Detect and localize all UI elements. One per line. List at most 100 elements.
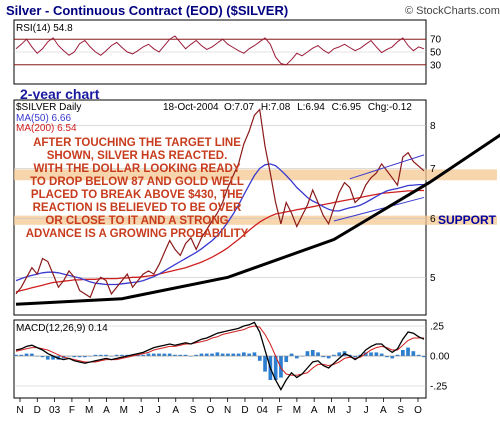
macd-histogram-bar bbox=[363, 352, 368, 356]
ma50-line bbox=[15, 163, 424, 286]
macd-histogram-bar bbox=[337, 352, 342, 356]
macd-histogram-bar bbox=[422, 356, 426, 358]
macd-histogram-bar bbox=[321, 356, 326, 358]
macd-histogram-bar bbox=[114, 354, 119, 356]
macd-histogram-bar bbox=[167, 353, 172, 356]
macd-histogram-bar bbox=[284, 356, 289, 362]
macd-line bbox=[15, 321, 425, 391]
x-tick-label: M bbox=[327, 405, 335, 416]
macd-histogram-bar bbox=[136, 354, 140, 356]
annotation-line: OR CLOSE TO IT AND A STRONG bbox=[45, 215, 228, 227]
macd-histogram-bar bbox=[379, 353, 384, 356]
price-panel: 8 7 6 5 $SILVER Daily 18-Oct-2004 O:7.07 H:… bbox=[13, 99, 500, 316]
x-tick-label: 03 bbox=[49, 405, 61, 416]
macd-histogram-bar bbox=[316, 352, 320, 356]
price-tick-label: 5 bbox=[430, 273, 436, 284]
macd-histogram-bar bbox=[14, 354, 18, 356]
price-line bbox=[15, 108, 425, 299]
ma50-legend: MA(50) 6.66 bbox=[16, 113, 71, 124]
macd-histogram-bar bbox=[305, 351, 310, 356]
macd-histogram-bar bbox=[151, 353, 156, 356]
macd-histogram-bar bbox=[236, 353, 241, 356]
macd-histogram-bar bbox=[310, 350, 315, 356]
annotation-line: ADVANCE IS A GROWING PROBABILITY bbox=[26, 228, 249, 240]
x-tick-label: O bbox=[206, 405, 214, 416]
x-tick-label: N bbox=[224, 405, 231, 416]
x-tick-label: M bbox=[85, 405, 93, 416]
x-axis: N D 03 F M A M J J A S O N D 04 F M A M J J A S O bbox=[16, 398, 422, 416]
support-trendline bbox=[15, 133, 500, 306]
macd-histogram-bar bbox=[289, 353, 294, 356]
rsi-line bbox=[15, 35, 425, 66]
macd-histogram-bar bbox=[226, 353, 230, 356]
x-tick-label: J bbox=[156, 405, 161, 416]
macd-histogram-bar bbox=[369, 352, 373, 356]
macd-histogram-bar bbox=[146, 353, 151, 356]
macd-histogram-bar bbox=[141, 354, 145, 356]
rsi-tick-label: 30 bbox=[430, 60, 442, 71]
macd-histogram-bar bbox=[183, 354, 188, 356]
x-tick-label: J bbox=[346, 405, 351, 416]
annotation-line: REACTION IS BELIEVED TO BE OVER bbox=[33, 202, 242, 214]
signal-line bbox=[15, 325, 424, 376]
macd-histogram-bar bbox=[242, 352, 246, 356]
macd-histogram-bar bbox=[178, 354, 183, 356]
macd-histogram-bar bbox=[194, 354, 198, 356]
macd-histogram-bar bbox=[390, 356, 395, 359]
macd-histogram-bar bbox=[295, 356, 299, 359]
macd-histogram-bar bbox=[416, 354, 421, 356]
macd-histogram-bar bbox=[374, 352, 379, 356]
date-label: 18-Oct-2004 bbox=[163, 102, 219, 113]
annotation-line: WITH THE DOLLAR LOOKING READY bbox=[34, 163, 241, 175]
x-tick-label: S bbox=[190, 405, 197, 416]
macd-histogram-bar bbox=[247, 353, 251, 356]
macd-histogram-bar bbox=[98, 354, 103, 356]
high-value: H:7.08 bbox=[261, 102, 291, 113]
macd-histogram-bar bbox=[204, 353, 209, 356]
macd-histogram-bar bbox=[77, 356, 82, 358]
macd-label: MACD(12,26,9) 0.14 bbox=[16, 323, 108, 334]
open-value: O:7.07 bbox=[224, 102, 254, 113]
x-tick-label: S bbox=[397, 405, 404, 416]
price-tick-label: 7 bbox=[430, 164, 436, 175]
x-tick-label: A bbox=[311, 405, 318, 416]
macd-histogram-bar bbox=[93, 354, 98, 356]
macd-histogram-bar bbox=[231, 353, 236, 356]
x-tick-label: M bbox=[293, 405, 301, 416]
macd-histogram-bar bbox=[157, 353, 161, 356]
macd-panel: MACD(12,26,9) 0.14 .25 0.00 -.25 bbox=[13, 319, 450, 399]
change-value: Chg:-0.12 bbox=[368, 102, 412, 113]
x-tick-label: A bbox=[380, 405, 387, 416]
macd-histogram-bar bbox=[83, 356, 87, 358]
macd-histogram-bar bbox=[273, 356, 278, 380]
channel-lower-line bbox=[333, 196, 425, 222]
x-tick-label: N bbox=[16, 405, 23, 416]
low-value: L:6.94 bbox=[297, 102, 325, 113]
macd-histogram-bar bbox=[45, 356, 50, 360]
x-tick-label: J bbox=[364, 405, 369, 416]
rsi-tick-label: 50 bbox=[430, 48, 442, 59]
macd-histogram-bar bbox=[210, 353, 214, 356]
macd-histogram-bar bbox=[385, 356, 389, 358]
rsi-label: RSI(14) 54.8 bbox=[16, 23, 73, 34]
x-tick-label: M bbox=[120, 405, 128, 416]
x-tick-label: F bbox=[69, 405, 75, 416]
macd-tick-label: .25 bbox=[430, 322, 444, 333]
macd-histogram-bar bbox=[51, 356, 55, 360]
macd-histogram-bar bbox=[215, 352, 220, 356]
period-label-box: 2-year chart bbox=[16, 85, 100, 102]
macd-histogram-bar bbox=[19, 354, 24, 356]
channel-upper-line bbox=[349, 154, 425, 180]
price-tick-label: 8 bbox=[430, 121, 436, 132]
macd-histogram-bar bbox=[104, 354, 108, 356]
macd-tick-label: -.25 bbox=[430, 382, 448, 393]
macd-histogram-bar bbox=[40, 356, 45, 358]
symbol-label: $SILVER Daily bbox=[16, 102, 81, 113]
macd-tick-label: 0.00 bbox=[430, 352, 450, 363]
macd-histogram-bar bbox=[162, 353, 167, 356]
macd-histogram-bar bbox=[173, 354, 177, 356]
rsi-tick-label: 70 bbox=[430, 35, 442, 46]
annotation-line: AFTER TOUCHING THE TARGET LINE bbox=[33, 137, 241, 149]
macd-histogram-bar bbox=[401, 350, 405, 356]
